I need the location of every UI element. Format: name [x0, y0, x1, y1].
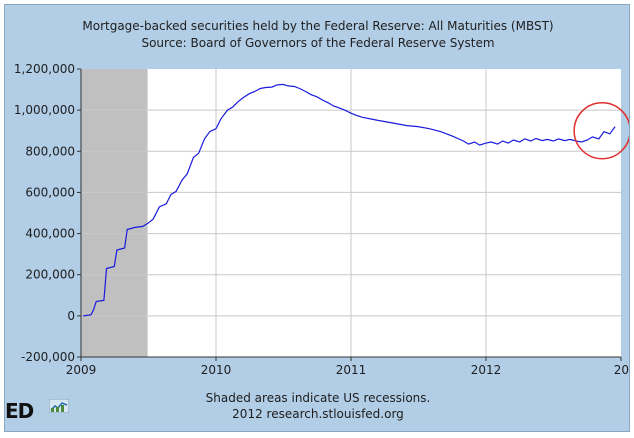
series-line — [83, 83, 616, 317]
chart-subtitle: Source: Board of Governors of the Federa… — [141, 36, 495, 50]
x-tick-label: 2012 — [471, 363, 502, 377]
x-tick-label: 2010 — [201, 363, 232, 377]
fred-logo: ED — [5, 399, 34, 423]
y-tick-label: 400,000 — [25, 227, 75, 241]
recession-note: Shaded areas indicate US recessions. — [205, 391, 431, 405]
x-tick-label: 20 — [614, 363, 629, 377]
y-tick-label: 200,000 — [25, 268, 75, 282]
y-tick-label: 600,000 — [25, 185, 75, 199]
chart-title: Mortgage-backed securities held by the F… — [82, 19, 554, 33]
y-tick-label: 1,200,000 — [14, 62, 75, 76]
x-tick-label: 2011 — [336, 363, 367, 377]
source-credit: 2012 research.stlouisfed.org — [232, 407, 404, 421]
highlight-circle — [573, 101, 629, 160]
chart-plot: -200,000 0 200,000 400,000 600,000 800,000 1,0… — [14, 62, 629, 377]
chart-frame: Mortgage-backed securities held by the F… — [4, 4, 630, 432]
x-tick-label: 2009 — [66, 363, 97, 377]
axis-layer: -200,000 0 200,000 400,000 600,000 800,000 1,0… — [14, 62, 629, 377]
recession-layer — [81, 69, 148, 357]
y-tick-label: 800,000 — [25, 144, 75, 158]
chart-logo-icon — [49, 399, 69, 413]
recession-shade — [81, 69, 148, 357]
y-tick-label: 0 — [67, 309, 75, 323]
highlight-layer — [573, 101, 629, 160]
y-tick-label: -200,000 — [21, 350, 75, 364]
grid-layer — [81, 69, 621, 357]
series-layer — [83, 83, 616, 317]
y-tick-label: 1,000,000 — [14, 103, 75, 117]
